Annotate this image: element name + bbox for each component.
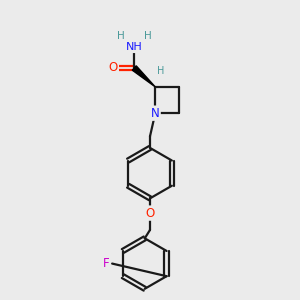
Text: H: H [144, 32, 152, 41]
Text: F: F [103, 257, 109, 270]
Polygon shape [132, 66, 155, 87]
Text: N: N [151, 107, 160, 120]
Text: H: H [157, 66, 164, 76]
Text: O: O [146, 207, 154, 220]
Text: NH: NH [126, 42, 142, 52]
Text: H: H [117, 32, 124, 41]
Text: O: O [109, 61, 118, 74]
